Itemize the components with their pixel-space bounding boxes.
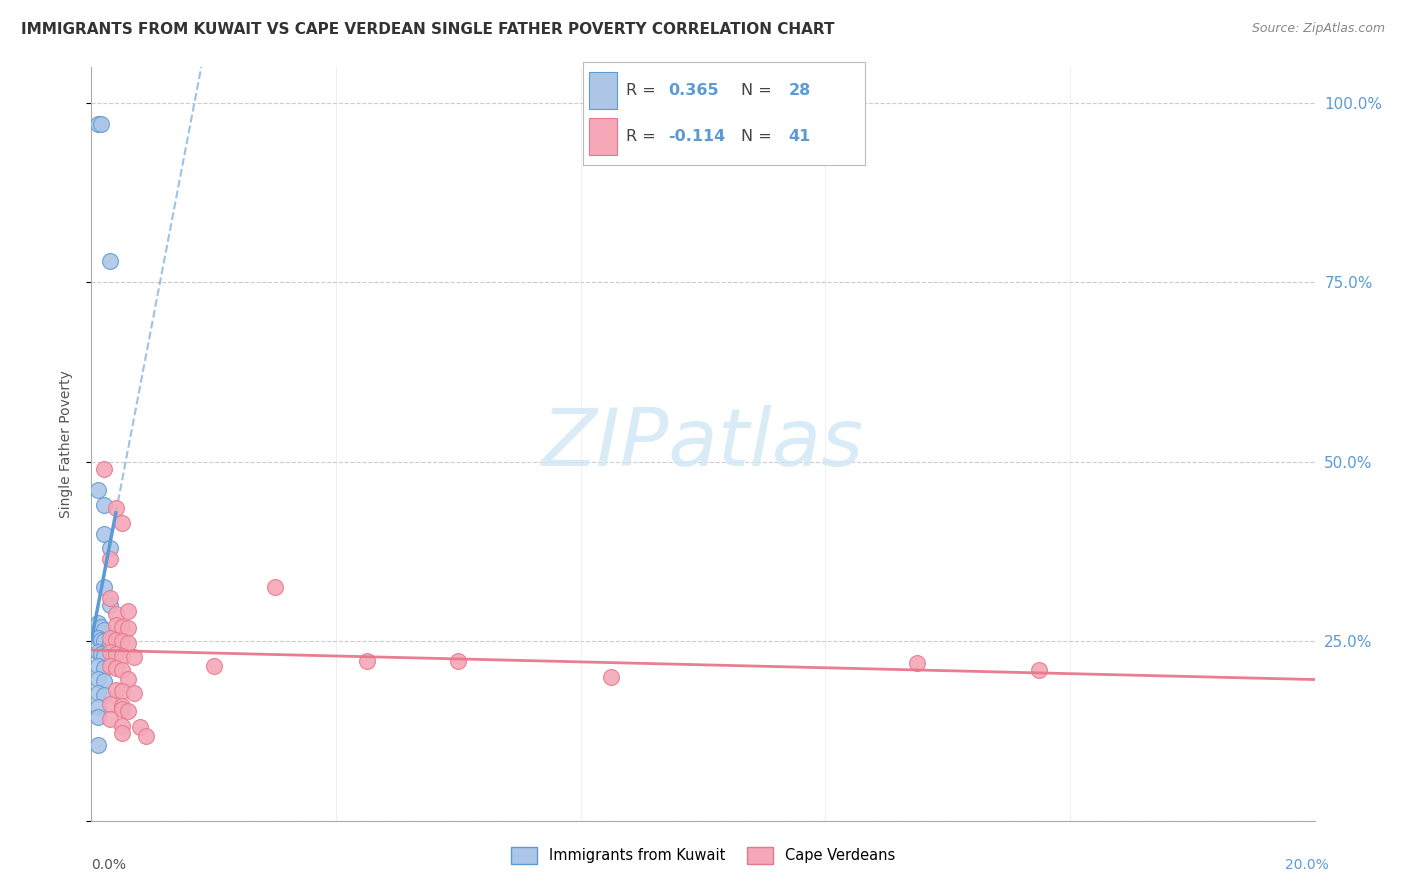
Point	[98, 253, 121, 268]
Point	[104, 661, 127, 675]
Text: N =: N =	[741, 129, 778, 145]
Point	[111, 516, 134, 530]
Point	[98, 541, 121, 555]
Point	[104, 501, 127, 516]
Point	[264, 580, 287, 594]
Text: 0.0%: 0.0%	[91, 858, 127, 872]
Point	[600, 670, 623, 684]
Point	[104, 632, 127, 647]
Point	[905, 656, 928, 670]
Point	[93, 673, 115, 688]
Point	[356, 654, 378, 668]
Point	[117, 672, 139, 686]
Point	[111, 684, 134, 698]
Point	[104, 618, 127, 632]
Text: -0.114: -0.114	[668, 129, 725, 145]
Point	[86, 686, 108, 700]
Point	[135, 729, 157, 743]
Point	[98, 551, 121, 566]
Point	[1028, 663, 1050, 677]
Point	[93, 648, 115, 663]
Point	[117, 604, 139, 618]
Text: IMMIGRANTS FROM KUWAIT VS CAPE VERDEAN SINGLE FATHER POVERTY CORRELATION CHART: IMMIGRANTS FROM KUWAIT VS CAPE VERDEAN S…	[21, 22, 835, 37]
Point	[86, 631, 108, 645]
Point	[93, 526, 115, 541]
Text: ZIPatlas: ZIPatlas	[541, 405, 865, 483]
Point	[98, 591, 121, 606]
Point	[104, 647, 127, 661]
Point	[86, 700, 108, 714]
Text: 28: 28	[789, 83, 811, 98]
Point	[447, 654, 470, 668]
Point	[117, 704, 139, 718]
Point	[93, 661, 115, 675]
Point	[111, 702, 134, 716]
Point	[98, 631, 121, 645]
FancyBboxPatch shape	[589, 72, 617, 109]
Text: R =: R =	[626, 83, 661, 98]
Point	[98, 659, 121, 673]
Text: N =: N =	[741, 83, 778, 98]
Point	[98, 645, 121, 659]
Point	[111, 698, 134, 713]
Point	[129, 720, 152, 734]
Point	[86, 616, 108, 631]
Point	[111, 620, 134, 634]
Point	[111, 726, 134, 740]
Point	[104, 607, 127, 621]
Point	[117, 635, 139, 649]
Point	[98, 599, 121, 613]
Text: 0.365: 0.365	[668, 83, 718, 98]
Point	[98, 635, 121, 649]
Point	[122, 650, 145, 665]
Point	[104, 683, 127, 698]
Point	[111, 648, 134, 663]
Point	[117, 621, 139, 635]
Point	[93, 498, 115, 512]
Point	[90, 632, 112, 647]
Point	[111, 719, 134, 733]
Point	[86, 739, 108, 753]
Point	[86, 117, 108, 131]
Text: R =: R =	[626, 129, 661, 145]
Point	[98, 712, 121, 726]
Point	[93, 624, 115, 638]
Point	[98, 698, 121, 712]
Text: 20.0%: 20.0%	[1285, 858, 1329, 872]
Point	[86, 645, 108, 659]
Point	[111, 663, 134, 677]
Point	[202, 659, 225, 673]
Point	[93, 462, 115, 476]
Point	[90, 117, 112, 131]
Point	[93, 580, 115, 594]
FancyBboxPatch shape	[589, 119, 617, 155]
Point	[122, 686, 145, 700]
Point	[90, 620, 112, 634]
Point	[93, 634, 115, 648]
Y-axis label: Single Father Poverty: Single Father Poverty	[59, 370, 73, 517]
Point	[111, 634, 134, 648]
Point	[86, 709, 108, 723]
Point	[86, 659, 108, 673]
Legend: Immigrants from Kuwait, Cape Verdeans: Immigrants from Kuwait, Cape Verdeans	[505, 841, 901, 870]
Text: Source: ZipAtlas.com: Source: ZipAtlas.com	[1251, 22, 1385, 36]
Text: 41: 41	[789, 129, 811, 145]
Point	[93, 688, 115, 702]
Point	[86, 483, 108, 498]
Point	[90, 647, 112, 661]
Point	[86, 672, 108, 686]
